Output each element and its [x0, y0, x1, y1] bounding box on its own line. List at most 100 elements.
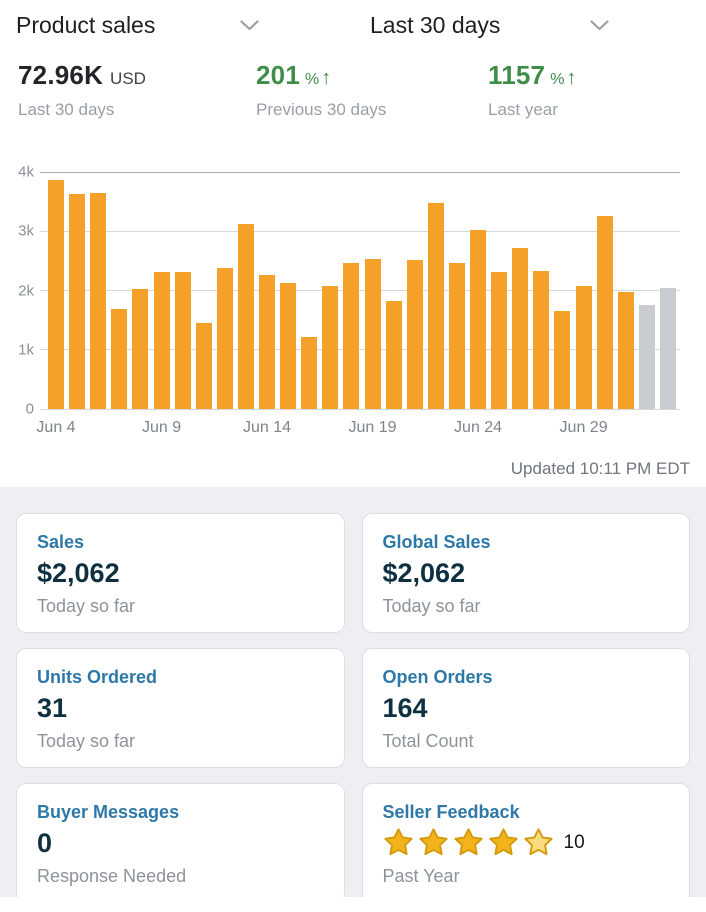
metric-selector-label: Product sales: [16, 12, 156, 38]
chart-bar[interactable]: [195, 323, 212, 409]
card-open-orders[interactable]: Open Orders 164 Total Count: [361, 648, 690, 768]
total-sales-period: Last 30 days: [18, 100, 115, 119]
card-buyer-messages[interactable]: Buyer Messages 0 Response Needed: [16, 783, 345, 897]
chart-bar[interactable]: [48, 179, 64, 409]
star-icon: [453, 828, 483, 856]
chart-bar[interactable]: [69, 193, 86, 409]
total-sales-unit: USD: [110, 69, 146, 88]
chart-bar[interactable]: [406, 260, 423, 409]
chart-bar[interactable]: [533, 270, 550, 409]
chart-bar[interactable]: [153, 272, 170, 409]
chart-bar[interactable]: [617, 291, 634, 409]
y-axis-label: 4k: [18, 163, 34, 181]
x-axis-label: Jun 19: [348, 419, 397, 436]
star-rating: 10: [383, 826, 670, 859]
arrow-up-icon: ↑: [566, 67, 577, 89]
x-axis-label: Jun 14: [243, 419, 292, 436]
card-title: Open Orders: [382, 667, 493, 687]
star-icon: [523, 828, 553, 856]
y-axis-label: 2k: [18, 282, 34, 299]
card-value: $2,062: [382, 558, 466, 588]
x-axis-label: Jun 9: [141, 419, 182, 436]
chevron-down-icon: [589, 19, 610, 37]
y-axis-label: 1k: [18, 341, 34, 359]
chart-bar[interactable]: [638, 305, 655, 409]
card-value: $2,062: [37, 558, 120, 588]
chart-bar[interactable]: [280, 283, 297, 409]
card-title: Units Ordered: [37, 667, 158, 687]
card-subtitle: Response Needed: [37, 866, 187, 886]
chart-bar[interactable]: [237, 223, 254, 409]
chevron-down-icon: [239, 19, 260, 37]
chart-bar[interactable]: [301, 336, 318, 409]
card-value: 31: [37, 693, 68, 723]
total-sales-stat: 72.96K USD Last 30 days: [18, 60, 146, 120]
star-icon: [383, 828, 413, 856]
card-subtitle: Past Year: [382, 866, 460, 886]
chart-bar[interactable]: [554, 311, 571, 409]
card-global-sales[interactable]: Global Sales $2,062 Today so far: [361, 513, 690, 633]
x-axis-label: Jun 4: [36, 419, 76, 436]
bottom-strip: [0, 897, 706, 912]
chart-bar[interactable]: [343, 262, 360, 409]
metric-cards-section: Sales $2,062 Today so far Global Sales $2,06…: [0, 487, 706, 897]
card-seller-feedback[interactable]: Seller Feedback 10 Past Year: [361, 783, 690, 897]
star-icon: [418, 828, 448, 856]
chart-bar[interactable]: [491, 272, 508, 409]
gridline: [40, 171, 680, 173]
comparison-last-year-stat: 1157 % ↑ Last year: [488, 60, 576, 120]
comparison-label: Last year: [488, 100, 558, 119]
star-icon: [488, 828, 518, 856]
card-title: Buyer Messages: [37, 802, 180, 822]
chart-bar[interactable]: [90, 192, 107, 409]
sales-bar-chart: 0 1k 2k 3k 4k Jun 4 Jun 9 Jun 14 Jun 19 Jun 24 Jun…: [0, 164, 706, 436]
chart-bar[interactable]: [385, 300, 402, 409]
gridline: [40, 408, 680, 410]
period-selector-label: Last 30 days: [370, 12, 501, 38]
card-value: 0: [37, 828, 53, 858]
gridline: [40, 230, 680, 232]
chart-bar[interactable]: [322, 286, 339, 409]
comparison-prev-period-stat: 201 % ↑ Previous 30 days: [256, 60, 386, 120]
chart-bar[interactable]: [427, 202, 444, 409]
chart-bar[interactable]: [470, 230, 487, 409]
chart-bar[interactable]: [132, 289, 149, 409]
chart-bar[interactable]: [216, 268, 233, 409]
gridline: [40, 349, 680, 351]
chart-bar[interactable]: [512, 247, 529, 409]
gridline: [40, 290, 680, 291]
card-title: Seller Feedback: [382, 802, 520, 822]
y-axis-label: 0: [25, 400, 34, 418]
percent-sign: %: [304, 71, 320, 88]
comparison-value: 201: [256, 60, 300, 90]
chart-bar[interactable]: [174, 271, 191, 409]
feedback-count: 10: [563, 831, 585, 853]
chart-bar[interactable]: [259, 275, 276, 409]
card-subtitle: Today so far: [382, 596, 481, 616]
x-axis-label: Jun 29: [559, 419, 608, 436]
card-value: 164: [382, 693, 428, 723]
card-subtitle: Today so far: [37, 731, 136, 751]
metric-selector[interactable]: Product sales: [16, 12, 260, 39]
period-selector[interactable]: Last 30 days: [370, 12, 610, 39]
chart-bar[interactable]: [111, 309, 128, 409]
comparison-value: 1157: [488, 60, 546, 90]
chart-bar[interactable]: [448, 262, 465, 409]
metric-cards-grid: Sales $2,062 Today so far Global Sales $2,06…: [0, 487, 706, 897]
arrow-up-icon: ↑: [321, 67, 332, 89]
card-subtitle: Today so far: [37, 596, 136, 616]
card-sales[interactable]: Sales $2,062 Today so far: [16, 513, 345, 633]
percent-sign: %: [550, 71, 565, 88]
card-subtitle: Total Count: [382, 731, 474, 751]
y-axis-label: 3k: [18, 222, 34, 240]
total-sales-value: 72.96K: [18, 60, 104, 90]
comparison-label: Previous 30 days: [256, 100, 387, 119]
card-units-ordered[interactable]: Units Ordered 31 Today so far: [16, 648, 345, 768]
card-title: Global Sales: [382, 532, 491, 552]
chart-bar[interactable]: [596, 215, 613, 409]
chart-bar[interactable]: [660, 287, 676, 409]
chart-bar[interactable]: [364, 258, 381, 409]
x-axis-label: Jun 24: [454, 419, 503, 436]
chart-bar[interactable]: [575, 286, 592, 409]
